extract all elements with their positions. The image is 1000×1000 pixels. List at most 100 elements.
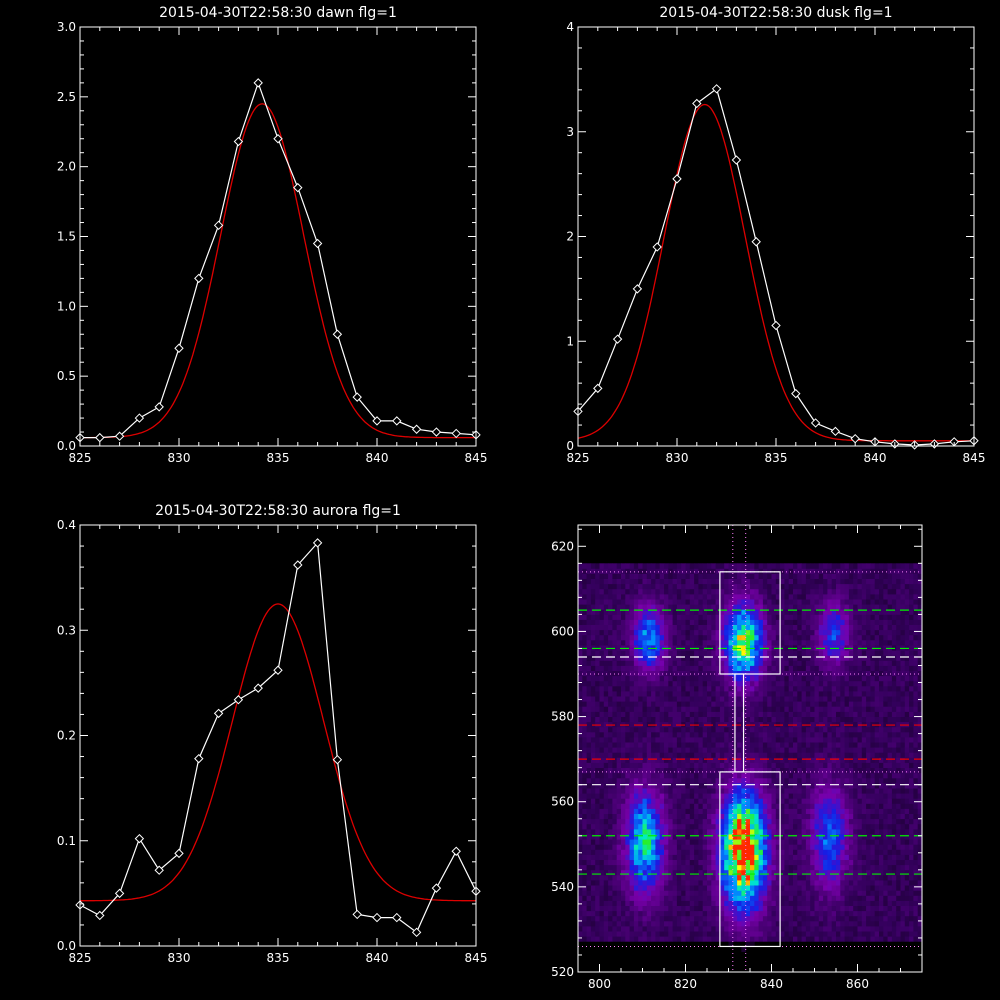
heatmap-cell <box>745 900 751 906</box>
heatmap-cell <box>732 568 738 574</box>
heatmap-cell <box>814 844 820 850</box>
heatmap-cell <box>664 726 669 733</box>
heatmap-cell <box>603 614 609 620</box>
heatmap-cell <box>788 731 794 738</box>
heatmap-cell <box>831 931 837 937</box>
heatmap-cell <box>818 568 824 574</box>
heatmap-cell <box>702 650 708 656</box>
heatmap-cell <box>814 665 820 671</box>
heatmap-cell <box>672 624 678 631</box>
heatmap-cell <box>793 624 798 631</box>
heatmap-cell <box>784 915 790 922</box>
heatmap-cell <box>831 573 837 579</box>
heatmap-cell <box>771 670 777 677</box>
heatmap-cell <box>780 604 785 610</box>
heatmap-cell <box>633 808 639 814</box>
heatmap-cell <box>702 910 708 917</box>
heatmap-cell <box>762 594 768 600</box>
heatmap-cell <box>801 742 807 748</box>
heatmap-cell <box>793 854 798 860</box>
heatmap-cell <box>638 614 643 620</box>
heatmap-cell <box>578 583 583 590</box>
heatmap-cell <box>633 645 639 651</box>
heatmap-cell <box>762 793 768 799</box>
heatmap-cell <box>775 563 781 569</box>
heatmap-cell <box>685 624 691 631</box>
heatmap-cell <box>668 762 673 768</box>
heatmap-cell <box>771 762 777 768</box>
heatmap-cell <box>694 619 699 625</box>
heatmap-cell <box>818 706 824 712</box>
heatmap-cell <box>724 650 729 656</box>
heatmap-cell <box>629 716 635 723</box>
heatmap-cell <box>676 762 682 768</box>
heatmap-cell <box>745 793 751 799</box>
heatmap-cell <box>831 859 837 866</box>
heatmap-cell <box>655 655 661 661</box>
heatmap-cell <box>629 588 635 595</box>
heatmap-cell <box>621 650 626 656</box>
heatmap-cell <box>608 880 613 886</box>
heatmap-cell <box>797 854 802 860</box>
heatmap-cell <box>668 660 673 666</box>
heatmap-cell <box>655 752 661 758</box>
heatmap-cell <box>719 696 725 702</box>
heatmap-cell <box>741 920 747 927</box>
heatmap-cell <box>745 834 751 840</box>
heatmap-cell <box>689 885 695 891</box>
heatmap-cell <box>840 639 845 646</box>
heatmap-cell <box>784 834 790 840</box>
heatmap-cell <box>642 726 648 733</box>
heatmap-cell <box>633 926 639 932</box>
heatmap-cell <box>780 563 785 569</box>
heatmap-cell <box>762 936 768 942</box>
data-point <box>312 238 323 249</box>
heatmap-cell <box>681 675 686 682</box>
heatmap-cell <box>801 721 807 728</box>
heatmap-cell <box>750 813 755 820</box>
heatmap-cell <box>831 716 837 723</box>
heatmap-cell <box>655 818 661 825</box>
heatmap-cell <box>771 578 777 585</box>
heatmap-cell <box>767 772 772 779</box>
data-point <box>372 912 382 923</box>
heatmap-cell <box>715 767 721 774</box>
heatmap-cell <box>694 808 699 814</box>
heatmap-cell <box>762 767 768 774</box>
heatmap-cell <box>642 711 648 717</box>
heatmap-cell <box>741 783 747 789</box>
heatmap-cell <box>629 915 635 922</box>
heatmap-cell <box>655 624 661 631</box>
heatmap-cell <box>655 849 661 855</box>
heatmap-cell <box>672 563 678 569</box>
heatmap-cell <box>771 726 777 733</box>
heatmap-cell <box>711 844 716 850</box>
heatmap-cell <box>681 599 686 605</box>
heatmap-cell <box>732 844 738 850</box>
heatmap-cell <box>775 910 781 917</box>
heatmap-cell <box>745 578 751 585</box>
heatmap-cell <box>724 936 729 942</box>
heatmap-cell <box>625 936 630 942</box>
heatmap-cell <box>608 844 613 850</box>
heatmap-cell <box>707 839 712 845</box>
heatmap-cell <box>707 885 712 891</box>
heatmap-cell <box>612 910 618 917</box>
heatmap-cell <box>694 936 699 942</box>
heatmap-cell <box>685 926 691 932</box>
heatmap-cell <box>750 926 755 932</box>
heatmap-cell <box>646 844 652 850</box>
heatmap-cell <box>827 783 833 789</box>
heatmap-cell <box>793 680 798 687</box>
heatmap-cell <box>810 726 815 733</box>
heatmap-cell <box>621 869 626 876</box>
heatmap-cell <box>672 808 678 814</box>
heatmap-cell <box>737 823 742 830</box>
heatmap-cell <box>750 726 755 733</box>
heatmap-cell <box>621 839 626 845</box>
heatmap-cell <box>767 747 772 753</box>
heatmap-cell <box>595 772 600 779</box>
heatmap-cell <box>664 890 669 896</box>
heatmap-cell <box>788 604 794 610</box>
data-point <box>293 560 303 570</box>
